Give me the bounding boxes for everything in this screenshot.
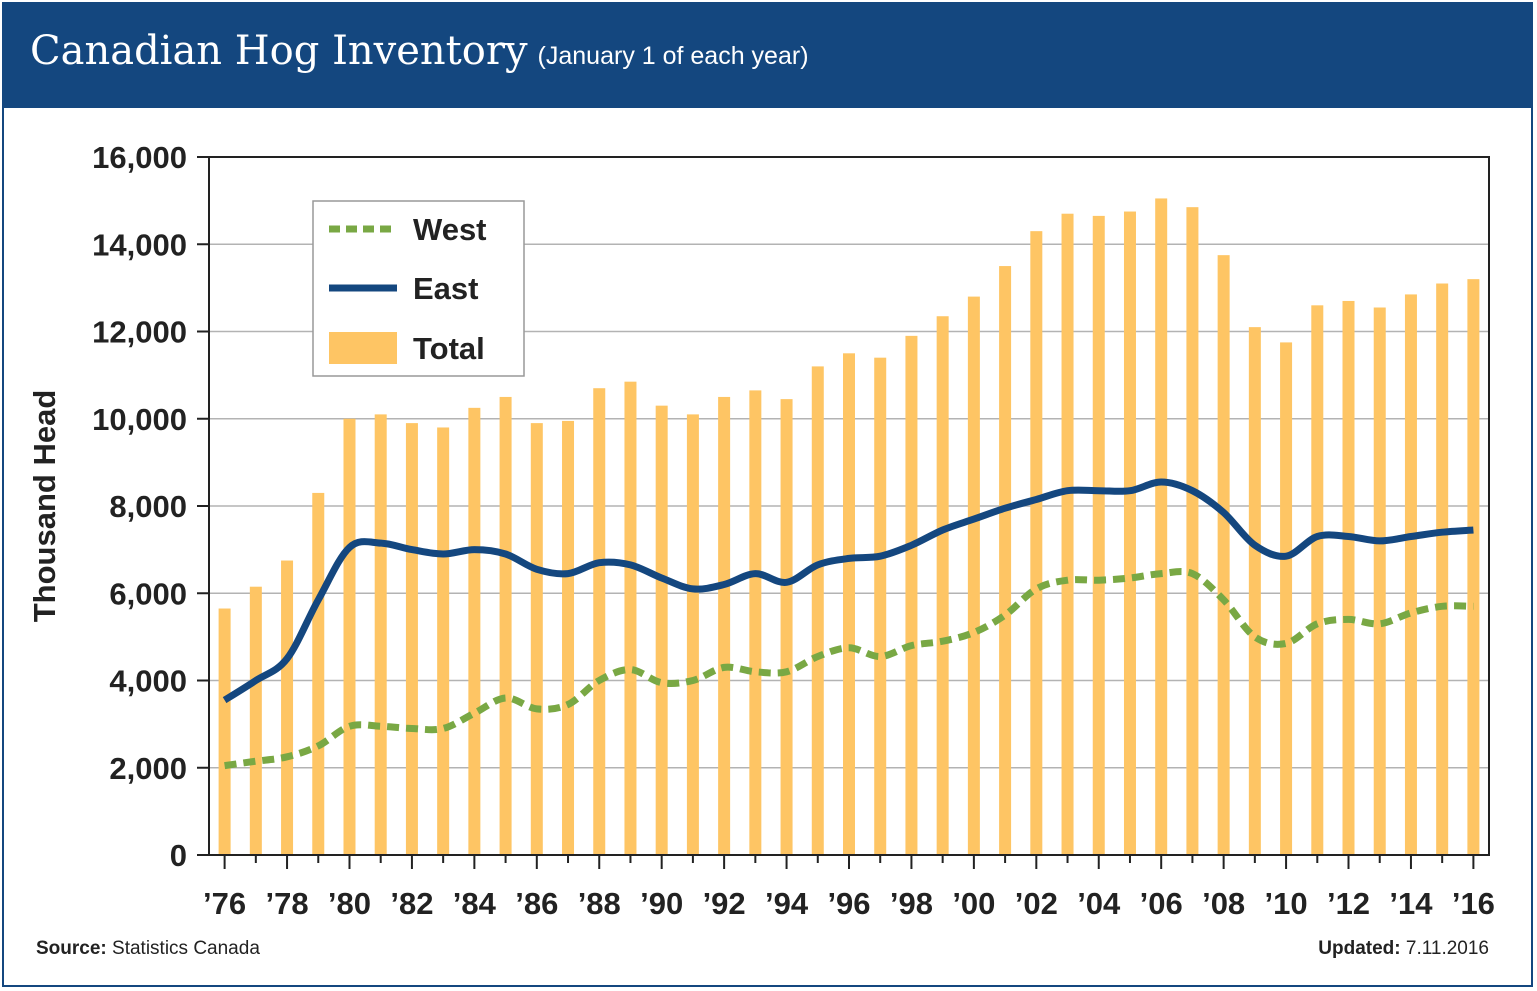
bar-total xyxy=(1248,327,1261,855)
title-bar: Canadian Hog Inventory (January 1 of each… xyxy=(4,4,1531,108)
x-tick-label: ’84 xyxy=(453,886,497,921)
bar-total xyxy=(1311,305,1324,855)
bar-total xyxy=(1155,198,1168,856)
total-bars xyxy=(218,198,1480,856)
x-tick-label: ’96 xyxy=(827,886,870,921)
source-note: Source: Statistics Canada xyxy=(36,938,260,959)
bar-total xyxy=(1092,215,1105,856)
bar-total xyxy=(936,316,949,855)
bar-total xyxy=(374,414,387,855)
y-axis-label: Thousand Head xyxy=(27,390,62,623)
y-tick-label: 4,000 xyxy=(109,664,187,699)
legend: West East Total xyxy=(312,200,525,377)
bar-total xyxy=(1280,342,1293,855)
bar-total xyxy=(1217,255,1230,855)
bar-total xyxy=(281,560,294,855)
bar-total xyxy=(1467,279,1480,855)
bar-total xyxy=(655,405,668,855)
bar-total xyxy=(218,608,231,855)
bar-total xyxy=(1342,300,1355,855)
y-tick-label: 2,000 xyxy=(109,751,187,786)
bar-total xyxy=(718,396,731,855)
bar-total xyxy=(624,381,637,855)
line-west xyxy=(224,568,1474,770)
chart-title: Canadian Hog Inventory (January 1 of each… xyxy=(30,28,809,74)
x-tick-label: ’02 xyxy=(1015,886,1058,921)
chart-subtitle: (January 1 of each year) xyxy=(537,42,809,70)
x-tick-label: ’98 xyxy=(890,886,933,921)
bar-total xyxy=(905,335,918,855)
bar-total xyxy=(1373,307,1386,856)
y-axis-ticks: 0 2,000 4,000 6,000 8,000 10,000 12,000 14,000 1… xyxy=(92,140,209,873)
legend-swatch-total xyxy=(329,332,397,364)
y-tick-label: 6,000 xyxy=(109,576,187,611)
x-tick-label: ’16 xyxy=(1452,886,1495,921)
bar-total xyxy=(249,586,262,855)
x-tick-label: ’12 xyxy=(1327,886,1370,921)
x-tick-label: ’14 xyxy=(1389,886,1433,921)
bar-total xyxy=(967,296,980,856)
y-tick-label: 12,000 xyxy=(92,315,187,350)
x-axis-ticks: ’76 ’78 ’80 ’82 ’84 ’86 ’88 ’90 ’92 ’94 ’96 ’98 ’00 ’… xyxy=(203,855,1495,921)
x-tick-label: ’78 xyxy=(265,886,308,921)
bar-total xyxy=(1404,294,1417,855)
x-tick-label: ’10 xyxy=(1265,886,1308,921)
y-tick-label: 10,000 xyxy=(92,402,187,437)
bar-total xyxy=(686,414,699,855)
x-tick-label: ’90 xyxy=(640,886,683,921)
x-tick-label: ’94 xyxy=(765,886,809,921)
x-tick-label: ’06 xyxy=(1140,886,1183,921)
x-tick-label: ’80 xyxy=(328,886,371,921)
x-tick-label: ’92 xyxy=(703,886,746,921)
bar-total xyxy=(343,418,356,855)
bar-total xyxy=(1061,213,1074,855)
legend-label: East xyxy=(413,271,478,306)
bar-total xyxy=(749,390,762,855)
bar-total xyxy=(562,420,575,855)
bar-total xyxy=(874,357,887,855)
bar-total xyxy=(999,266,1012,855)
y-tick-label: 8,000 xyxy=(109,489,187,524)
x-tick-label: ’04 xyxy=(1077,886,1121,921)
bar-total xyxy=(468,407,481,855)
x-tick-label: ’86 xyxy=(515,886,558,921)
series-lines xyxy=(222,478,1474,770)
bar-total xyxy=(499,396,512,855)
updated-note: Updated: 7.11.2016 xyxy=(1318,938,1489,959)
bar-total xyxy=(811,366,824,855)
bar-total xyxy=(437,427,450,855)
bar-total xyxy=(1030,231,1043,856)
y-tick-label: 0 xyxy=(170,838,187,873)
x-tick-label: ’88 xyxy=(578,886,621,921)
bar-total xyxy=(1436,283,1449,855)
bar-total xyxy=(530,423,543,855)
bar-total xyxy=(843,353,855,855)
bar-total xyxy=(1186,207,1199,855)
x-tick-label: ’08 xyxy=(1202,886,1245,921)
bar-total xyxy=(780,399,793,855)
x-tick-label: ’76 xyxy=(203,886,246,921)
bar-total xyxy=(405,423,418,855)
legend-label: West xyxy=(413,212,487,247)
y-tick-label: 16,000 xyxy=(92,140,187,175)
y-tick-label: 14,000 xyxy=(92,227,187,262)
legend-label: Total xyxy=(413,331,485,366)
bar-total xyxy=(312,492,325,855)
bar-total xyxy=(593,388,606,855)
x-tick-label: ’82 xyxy=(390,886,433,921)
bar-total xyxy=(1123,211,1136,855)
line-east xyxy=(222,478,1474,704)
x-tick-label: ’00 xyxy=(952,886,995,921)
